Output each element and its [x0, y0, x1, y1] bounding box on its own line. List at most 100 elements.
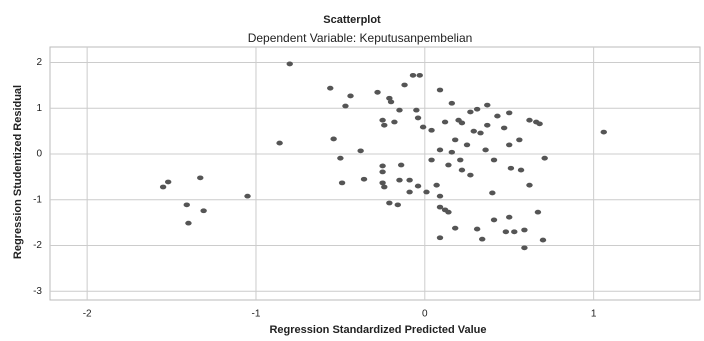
y-tick-label: 1: [36, 103, 42, 114]
point: [200, 208, 207, 214]
point: [448, 100, 456, 106]
point: [357, 148, 364, 154]
y-tick-label: -3: [33, 286, 42, 297]
point: [416, 72, 423, 78]
point: [347, 93, 354, 99]
point: [379, 169, 386, 175]
point: [374, 89, 381, 95]
point: [521, 227, 528, 233]
point: [445, 162, 452, 168]
point: [360, 176, 368, 182]
point: [489, 190, 496, 196]
point: [409, 72, 417, 78]
point: [244, 193, 251, 199]
point: [445, 209, 452, 215]
point: [436, 204, 444, 210]
point: [470, 128, 477, 134]
point: [159, 184, 167, 190]
point: [381, 184, 388, 190]
point: [534, 209, 542, 215]
point: [401, 82, 408, 88]
point: [479, 236, 486, 242]
point: [490, 157, 498, 163]
point: [441, 119, 449, 125]
point: [406, 189, 413, 195]
point: [536, 121, 543, 127]
point: [419, 124, 427, 130]
point: [457, 157, 464, 163]
point: [467, 109, 474, 115]
point: [428, 157, 435, 163]
point: [386, 95, 393, 101]
point: [502, 229, 510, 235]
y-tick-label: -1: [33, 194, 42, 205]
point: [327, 85, 334, 91]
x-tick-label: 0: [422, 309, 428, 320]
point: [436, 193, 444, 199]
point: [379, 180, 386, 186]
point: [436, 235, 444, 241]
point: [414, 115, 422, 121]
y-tick-label: -2: [33, 240, 42, 251]
point: [406, 177, 413, 183]
point: [433, 182, 440, 188]
point: [539, 237, 547, 243]
point: [526, 182, 533, 188]
point: [477, 130, 484, 136]
point: [463, 142, 471, 148]
point: [451, 137, 459, 143]
point: [342, 103, 349, 109]
point: [451, 225, 459, 231]
point: [183, 202, 190, 208]
point: [423, 189, 430, 195]
point: [338, 180, 346, 186]
point: [500, 125, 508, 131]
point: [484, 122, 491, 128]
point: [386, 200, 393, 206]
point: [541, 155, 548, 161]
point: [526, 117, 533, 123]
point: [511, 229, 518, 235]
point: [379, 117, 386, 123]
point: [507, 165, 515, 171]
point: [506, 110, 513, 116]
point: [448, 149, 456, 155]
point: [473, 106, 481, 112]
point: [436, 147, 444, 153]
point: [484, 102, 491, 108]
chart-title: Scatterplot: [323, 14, 381, 26]
point: [286, 61, 293, 67]
point: [387, 99, 395, 105]
x-axis-label: Regression Standardized Predicted Value: [269, 324, 486, 336]
point: [506, 214, 513, 220]
point: [276, 140, 283, 146]
y-tick-label: 0: [36, 149, 42, 160]
point: [436, 87, 444, 93]
point: [458, 167, 466, 173]
y-axis-label: Regression Studentized Residual: [12, 85, 24, 259]
point: [428, 127, 435, 133]
point: [396, 177, 403, 183]
point: [517, 167, 525, 173]
plot-frame: [49, 46, 701, 301]
x-tick-label: 1: [591, 309, 597, 320]
point: [490, 217, 498, 223]
point: [185, 220, 192, 226]
point: [506, 142, 513, 148]
point: [197, 175, 204, 181]
point: [516, 137, 523, 143]
point: [379, 163, 386, 169]
y-tick-label: 2: [36, 57, 42, 68]
point: [413, 107, 420, 113]
point: [394, 202, 401, 208]
point: [381, 122, 388, 128]
point: [473, 226, 481, 232]
point: [494, 113, 501, 119]
point: [397, 162, 405, 168]
point: [164, 179, 172, 185]
x-tick-label: -1: [252, 309, 261, 320]
point: [458, 120, 466, 126]
point: [330, 136, 337, 142]
point: [337, 155, 344, 161]
